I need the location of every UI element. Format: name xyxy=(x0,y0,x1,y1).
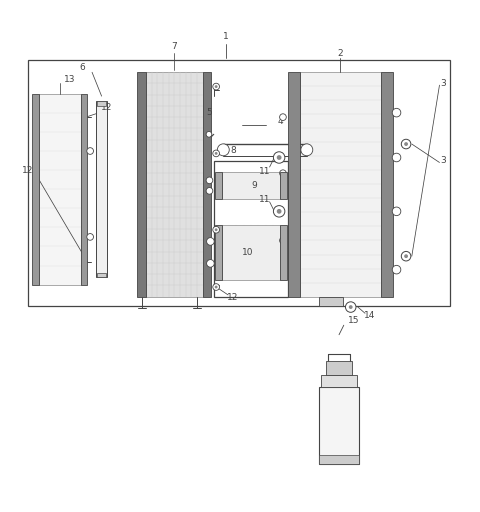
Circle shape xyxy=(404,142,408,146)
Circle shape xyxy=(215,152,217,155)
Text: 9: 9 xyxy=(252,181,257,190)
Circle shape xyxy=(213,150,219,157)
Bar xyxy=(222,173,280,199)
Text: 10: 10 xyxy=(241,248,253,257)
Circle shape xyxy=(401,139,411,149)
Bar xyxy=(222,225,280,280)
Bar xyxy=(319,387,360,463)
Circle shape xyxy=(280,170,286,177)
Bar xyxy=(203,72,211,296)
Text: 2: 2 xyxy=(337,49,343,58)
Circle shape xyxy=(87,147,94,154)
Circle shape xyxy=(392,109,401,117)
Text: 15: 15 xyxy=(348,316,359,325)
Circle shape xyxy=(349,305,353,309)
Circle shape xyxy=(392,153,401,162)
Text: 1: 1 xyxy=(223,32,228,41)
Bar xyxy=(381,72,393,296)
Circle shape xyxy=(217,144,229,156)
Circle shape xyxy=(213,284,219,290)
Circle shape xyxy=(280,237,286,244)
Bar xyxy=(96,101,108,278)
Circle shape xyxy=(401,251,411,261)
Bar xyxy=(215,173,222,199)
Bar xyxy=(137,72,146,296)
Circle shape xyxy=(206,260,214,267)
Bar xyxy=(321,375,357,387)
Bar xyxy=(146,72,203,296)
Bar xyxy=(97,273,106,278)
Circle shape xyxy=(274,152,285,163)
Bar xyxy=(280,225,287,280)
Text: 11: 11 xyxy=(259,167,271,176)
Bar xyxy=(288,72,300,296)
Text: 7: 7 xyxy=(171,41,177,51)
Circle shape xyxy=(277,209,281,214)
Circle shape xyxy=(392,265,401,274)
Text: 12: 12 xyxy=(101,102,112,112)
Bar xyxy=(280,173,287,199)
Circle shape xyxy=(215,286,217,288)
Text: 5: 5 xyxy=(206,109,212,117)
Circle shape xyxy=(213,226,219,233)
Text: 4: 4 xyxy=(278,117,283,126)
Text: 11: 11 xyxy=(259,195,271,204)
Bar xyxy=(319,455,360,463)
Bar xyxy=(319,296,343,306)
Bar xyxy=(214,161,288,296)
Text: 12: 12 xyxy=(22,165,33,175)
Circle shape xyxy=(206,187,213,194)
Circle shape xyxy=(277,155,281,160)
Circle shape xyxy=(280,114,286,120)
Bar xyxy=(97,101,106,105)
Text: 8: 8 xyxy=(230,146,236,155)
Circle shape xyxy=(392,207,401,216)
Circle shape xyxy=(274,206,285,217)
Text: 3: 3 xyxy=(440,156,446,165)
Text: 14: 14 xyxy=(364,311,375,320)
Text: 6: 6 xyxy=(80,63,85,72)
Circle shape xyxy=(206,177,213,184)
Bar xyxy=(215,225,222,280)
Text: 3: 3 xyxy=(440,79,446,88)
Text: 12: 12 xyxy=(227,293,239,302)
Circle shape xyxy=(213,83,219,90)
Text: 13: 13 xyxy=(64,75,75,84)
Bar xyxy=(326,361,352,375)
Circle shape xyxy=(215,85,217,88)
Circle shape xyxy=(346,302,356,312)
Circle shape xyxy=(301,144,313,156)
Circle shape xyxy=(87,233,94,240)
Bar xyxy=(28,60,450,306)
Circle shape xyxy=(206,132,212,137)
Circle shape xyxy=(215,228,217,231)
Circle shape xyxy=(404,254,408,258)
Circle shape xyxy=(206,238,214,245)
Bar xyxy=(81,94,87,285)
Bar xyxy=(33,94,39,285)
Bar xyxy=(300,72,381,296)
Bar xyxy=(39,94,81,285)
